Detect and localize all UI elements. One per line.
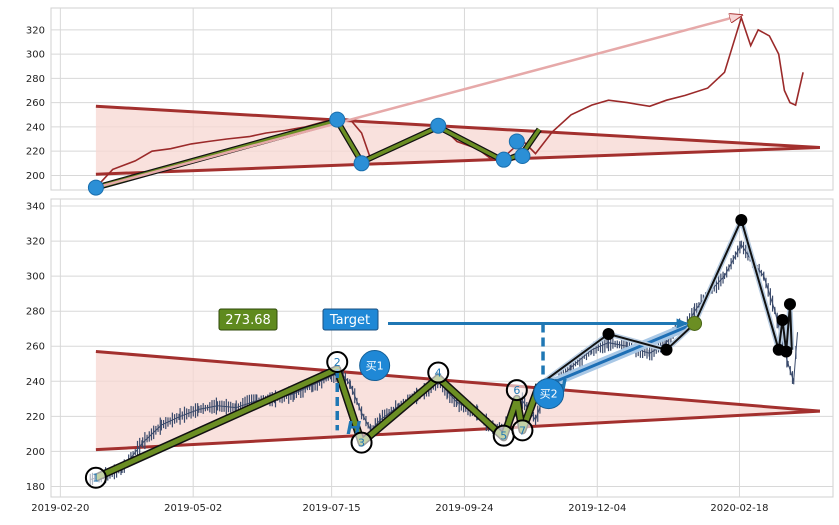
buy-point-label: 买1	[366, 360, 384, 373]
bottom-triangle-lower-line	[95, 409, 820, 452]
pivot-number-circle	[84, 466, 107, 489]
top-triangle-lower-line	[95, 146, 820, 176]
black-pivot-marker	[780, 345, 793, 358]
pivot-number-circle	[511, 419, 534, 442]
black-pivot-marker	[783, 298, 796, 311]
pivot-number-label: 5	[500, 430, 507, 443]
top-pivot-marker	[495, 151, 512, 168]
target-point-marker	[687, 315, 703, 331]
top-y-tick-label: 240	[26, 122, 45, 133]
pivot-number-label: 4	[435, 367, 442, 380]
pivot-number-circle	[350, 431, 373, 454]
top-y-tick-label: 280	[26, 74, 45, 85]
bottom-y-tick-label: 340	[26, 202, 45, 213]
pivot-number-label: 7	[519, 424, 526, 437]
bottom-y-tick-label: 240	[26, 377, 45, 388]
bottom-y-tick-label: 260	[26, 342, 45, 353]
blue-zigzag-line	[538, 322, 696, 390]
pivot-number-label: 3	[358, 437, 365, 450]
x-tick-label: 2019-05-02	[164, 503, 222, 514]
top-pivot-marker	[87, 179, 104, 196]
top-y-tick-label: 260	[26, 98, 45, 109]
top-y-tick-label: 220	[26, 147, 45, 158]
top-pivot-marker	[329, 111, 346, 128]
pivot-number-circle	[427, 361, 450, 384]
pivot-number-label: 6	[513, 384, 520, 397]
x-tick-label: 2019-09-24	[435, 503, 493, 514]
top-y-tick-label: 300	[26, 50, 45, 61]
black-pivot-marker	[602, 327, 615, 340]
target-label-text: Target	[329, 313, 370, 328]
top-y-tick-label: 320	[26, 25, 45, 36]
black-pivot-marker	[660, 343, 673, 356]
x-tick-label: 2019-12-04	[568, 503, 626, 514]
price-label-text: 273.68	[225, 313, 271, 328]
black-pivot-marker	[735, 214, 748, 227]
pivot-number-label: 1	[92, 472, 99, 485]
bottom-triangle-upper-line	[95, 350, 821, 413]
top-trend-arrow	[95, 15, 741, 189]
pivot-number-circle	[505, 379, 528, 402]
bottom-plot-frame	[50, 198, 834, 498]
bottom-y-tick-label: 200	[26, 447, 45, 458]
pivot-number-circle	[326, 351, 349, 374]
black-pivot-marker	[776, 313, 789, 326]
buy-point-label: 买2	[540, 388, 558, 401]
buy-point-bubble	[359, 350, 391, 382]
bottom-y-tick-label: 280	[26, 307, 45, 318]
buy-point-bubble	[533, 378, 565, 410]
top-triangle-upper-line	[95, 104, 820, 150]
bottom-y-tick-label: 220	[26, 412, 45, 423]
top-pivot-marker	[514, 148, 531, 165]
x-tick-label: 2019-07-15	[303, 503, 361, 514]
bottom-y-tick-label: 180	[26, 482, 45, 493]
top-pivot-marker	[353, 155, 370, 172]
target-label-box	[322, 308, 379, 331]
bottom-y-tick-label: 300	[26, 272, 45, 283]
top-pivot-marker	[430, 117, 447, 134]
top-pivot-marker	[508, 133, 525, 150]
x-tick-label: 2020-02-18	[710, 503, 768, 514]
pivot-number-label: 2	[334, 356, 341, 369]
black-zigzag-line	[538, 219, 793, 386]
price-label-box	[218, 308, 278, 331]
bottom-y-tick-label: 320	[26, 237, 45, 248]
top-y-tick-label: 200	[26, 171, 45, 182]
x-tick-label: 2019-02-20	[31, 503, 89, 514]
